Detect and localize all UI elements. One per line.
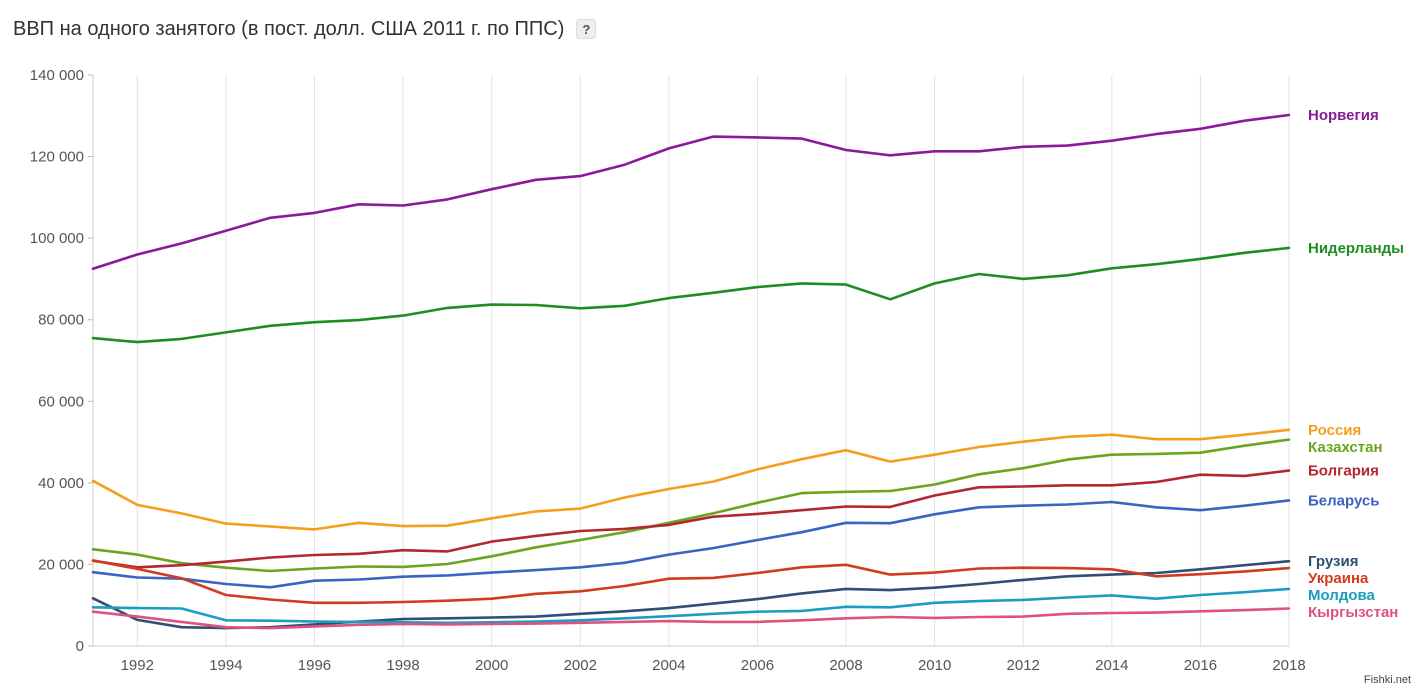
y-tick-label: 0	[76, 638, 84, 655]
x-tick-label: 2008	[829, 657, 862, 674]
x-tick-label: 1998	[386, 657, 419, 674]
series-line	[91, 469, 1291, 569]
x-tick-label: 2010	[918, 657, 951, 674]
series-line	[91, 559, 1291, 605]
x-tick-label: 2006	[741, 657, 774, 674]
series-label: Казахстан	[1308, 439, 1383, 456]
chart-title: ВВП на одного занятого (в пост. долл. СШ…	[13, 17, 565, 40]
series-label: Кыргызстан	[1308, 604, 1398, 621]
series-line	[91, 246, 1291, 344]
series-line	[91, 587, 1291, 625]
series-label: Молдова	[1308, 587, 1376, 604]
x-tick-label: 2014	[1095, 657, 1128, 674]
y-tick-label: 20 000	[38, 556, 84, 573]
y-tick-label: 140 000	[30, 67, 84, 84]
y-tick-label: 120 000	[30, 149, 84, 166]
x-tick-label: 2002	[564, 657, 597, 674]
x-tick-label: 2012	[1007, 657, 1040, 674]
x-tick-label: 1996	[298, 657, 331, 674]
x-tick-label: 2016	[1184, 657, 1217, 674]
y-tick-label: 100 000	[30, 230, 84, 247]
help-button[interactable]: ?	[576, 19, 597, 39]
series-label: Грузия	[1308, 553, 1358, 570]
series-label: Болгария	[1308, 463, 1379, 480]
chart-header: ВВП на одного занятого (в пост. долл. СШ…	[13, 14, 597, 44]
x-tick-label: 1992	[121, 657, 154, 674]
series-label: Беларусь	[1308, 492, 1380, 509]
watermark: Fishki.net	[1364, 674, 1411, 686]
series-label: Украина	[1308, 570, 1369, 587]
x-tick-label: 2004	[652, 657, 685, 674]
series-line	[91, 607, 1291, 630]
y-tick-label: 60 000	[38, 393, 84, 410]
series-line	[91, 428, 1291, 531]
series-label: Нидерланды	[1308, 240, 1404, 257]
series-line	[91, 559, 1291, 630]
x-tick-label: 2000	[475, 657, 508, 674]
series-line	[91, 113, 1291, 271]
x-tick-label: 2018	[1272, 657, 1305, 674]
series-line	[91, 438, 1291, 573]
series-label: Норвегия	[1308, 107, 1379, 124]
y-tick-label: 40 000	[38, 475, 84, 492]
series-label: Россия	[1308, 422, 1361, 439]
y-tick-label: 80 000	[38, 312, 84, 329]
series-line	[91, 499, 1291, 589]
x-tick-label: 1994	[209, 657, 242, 674]
